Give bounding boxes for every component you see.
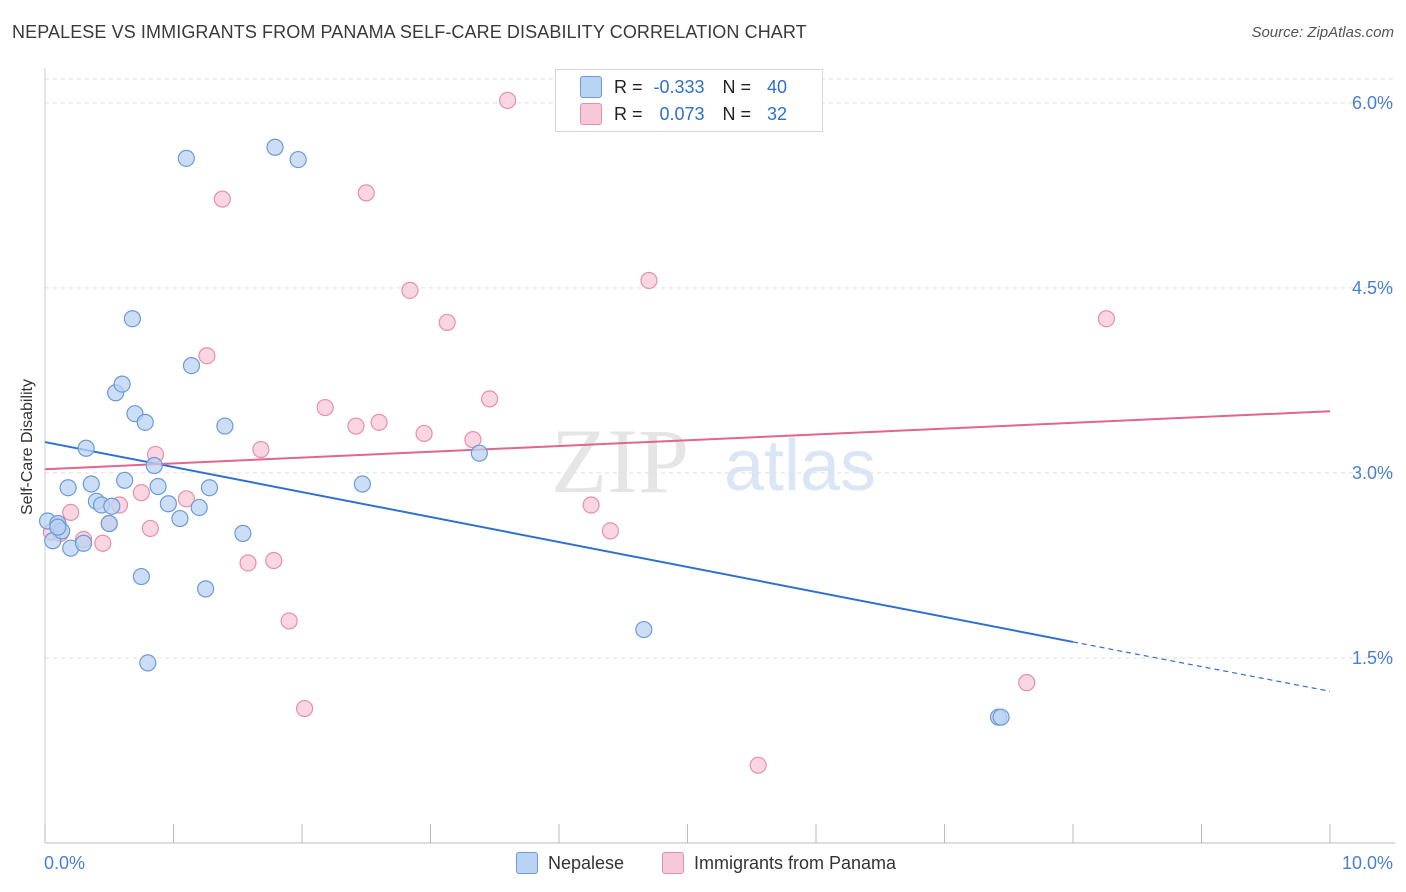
nepalese-point [103,497,121,515]
panama-point [499,91,517,109]
legend-r-label: R = [614,76,643,97]
panama-point [280,612,298,630]
trend-lines [44,410,1331,692]
nepalese-point [177,149,195,167]
panama-point [438,313,456,332]
nepalese-point [116,471,134,489]
legend-n-value: 40 [767,76,788,97]
panama-point [640,271,658,290]
nepalese-point [234,524,252,542]
panama-point [1018,674,1036,692]
nepalese-trend-extension [1072,641,1331,692]
nepalese-point [159,495,177,513]
legend-swatch-panama [662,852,684,874]
nepalese-point [139,654,157,672]
y-tick-label: 1.5% [1352,648,1393,668]
nepalese-point [266,138,284,156]
nepalese-point [74,534,93,552]
nepalese-point [635,620,653,639]
watermark-zip: ZIP [551,410,689,512]
nepalese-point [182,356,201,375]
nepalese-point [59,479,77,497]
legend-r-label: R = [614,103,643,124]
tick-labels: 1.5% 3.0% 4.5% 6.0% 0.0% 10.0% [44,93,1393,873]
nepalese-point [470,444,488,462]
nepalese-point [197,580,215,598]
panama-point [198,347,216,365]
y-tick-label: 3.0% [1352,463,1393,483]
nepalese-point [353,475,371,493]
nepalese-point [145,456,163,475]
legend-swatch-nepalese [516,852,538,874]
nepalese-point [82,475,100,493]
panama-point [347,417,365,435]
nepalese-point [289,150,307,169]
panama-point [316,398,334,417]
panama-point [401,281,419,299]
watermark-atlas: atlas [724,426,876,506]
nepalese-trend-line [44,441,1074,643]
nepalese-point [49,518,67,536]
legend-row-nepalese: R = -0.333 N = 40 [580,74,787,100]
correlation-legend: R = -0.333 N = 40 R = 0.073 N = 32 [555,69,823,132]
legend-row-panama: R = 0.073 N = 32 [580,101,787,127]
nepalese-point [113,375,131,393]
nepalese-point [190,498,208,517]
nepalese-point [216,417,234,435]
panama-point [295,699,314,718]
panama-point [265,551,283,570]
panama-point [415,424,433,443]
legend-label-nepalese: Nepalese [548,852,625,873]
nepalese-point [149,477,167,496]
source-label: Source: ZipAtlas.com [1251,24,1394,41]
panama-point [239,554,257,572]
legend-swatch-pink [580,103,602,125]
x-tick-label: 0.0% [44,853,85,873]
axes [44,68,1395,844]
panama-point [213,190,231,208]
legend-swatch-blue [580,76,602,98]
watermark: ZIP atlas [551,410,876,512]
legend-n-value: 32 [767,103,788,124]
y-axis-label: Self-Care Disability [19,378,36,516]
nepalese-point [136,413,154,431]
panama-trend-line [44,410,1331,471]
nepalese-point [200,479,219,497]
chart-title: NEPALESE VS IMMIGRANTS FROM PANAMA SELF-… [12,22,807,42]
data-points [38,91,1116,774]
panama-point [177,490,195,508]
nepalese-point [77,439,95,457]
nepalese-point [100,514,118,533]
x-tick-label: 10.0% [1342,853,1393,873]
panama-point [357,184,375,202]
y-tick-label: 6.0% [1352,93,1393,113]
panama-point [62,503,80,521]
legend-n-label: N = [722,76,752,97]
panama-point [252,440,270,459]
legend-item-panama: Immigrants from Panama [662,852,896,874]
panama-point [94,534,112,552]
panama-point [370,413,388,431]
panama-point [132,484,150,502]
legend-r-value: 0.073 [659,103,705,124]
legend-label-panama: Immigrants from Panama [694,852,897,873]
panama-point [749,756,767,774]
y-tick-label: 4.5% [1352,278,1393,298]
nepalese-point [123,310,141,328]
series-legend: Nepalese Immigrants from Panama [0,850,1406,880]
legend-n-label: N = [722,103,752,124]
legend-item-nepalese: Nepalese [516,852,624,874]
panama-point [601,522,620,540]
nepalese-point [132,567,150,586]
panama-point [1097,310,1116,328]
panama-point [582,496,600,514]
nepalese-point [171,509,189,528]
nepalese-point [992,708,1010,726]
panama-point [481,390,499,408]
panama-point [141,519,159,538]
legend-r-value: -0.333 [653,76,705,97]
